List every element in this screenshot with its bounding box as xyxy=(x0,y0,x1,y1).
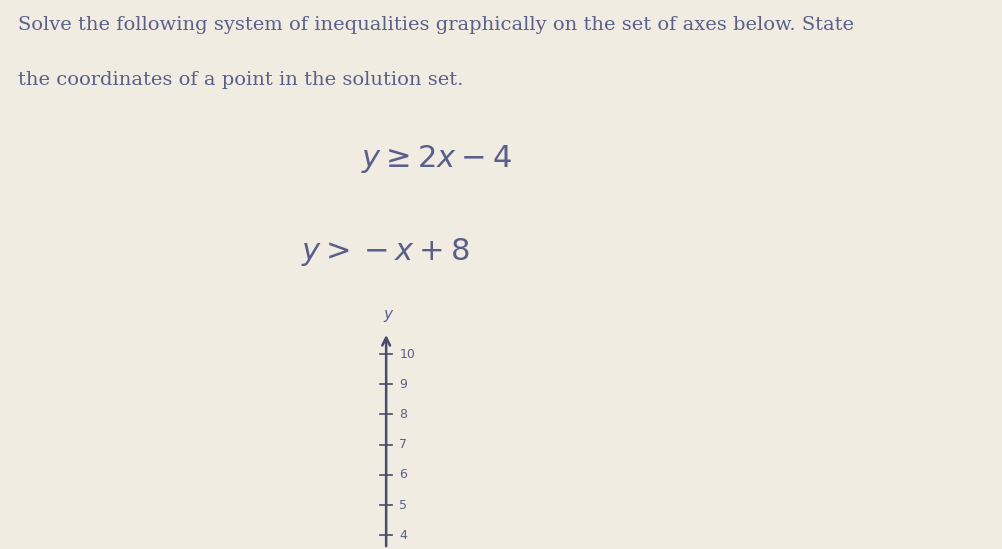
Text: 10: 10 xyxy=(399,348,415,361)
Text: 7: 7 xyxy=(399,438,407,451)
Text: $y > -x + 8$: $y > -x + 8$ xyxy=(301,236,469,268)
Text: Solve the following system of inequalities graphically on the set of axes below.: Solve the following system of inequaliti… xyxy=(18,16,853,35)
Text: 6: 6 xyxy=(399,468,407,481)
Text: 4: 4 xyxy=(399,529,407,542)
Text: the coordinates of a point in the solution set.: the coordinates of a point in the soluti… xyxy=(18,71,463,89)
Text: $y$: $y$ xyxy=(383,308,395,324)
Text: $y \geq 2x - 4$: $y \geq 2x - 4$ xyxy=(361,143,511,175)
Text: 5: 5 xyxy=(399,498,407,512)
Text: 9: 9 xyxy=(399,378,407,391)
Text: 8: 8 xyxy=(399,408,407,421)
